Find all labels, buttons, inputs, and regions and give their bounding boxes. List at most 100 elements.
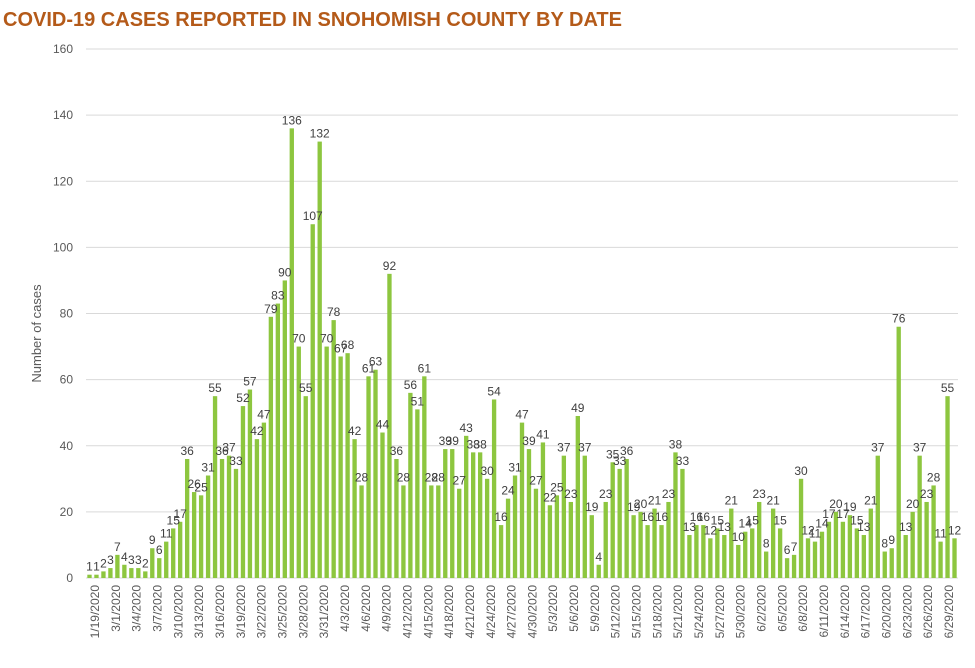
bar — [708, 538, 713, 578]
bar — [917, 455, 922, 578]
bar — [554, 495, 560, 578]
bar-value-label: 33 — [229, 454, 243, 468]
bar-value-label: 28 — [425, 470, 439, 484]
bar-value-label: 92 — [383, 259, 397, 273]
bar-value-label: 36 — [180, 444, 194, 458]
bar — [889, 548, 894, 578]
bar — [512, 475, 518, 578]
bar-value-label: 13 — [899, 520, 913, 534]
x-tick-label: 6/17/2020 — [859, 585, 873, 639]
x-tick-label: 5/6/2020 — [567, 585, 581, 632]
bar — [324, 346, 329, 578]
bar — [233, 468, 239, 578]
x-tick-label: 5/12/2020 — [609, 585, 623, 639]
bar-value-label: 42 — [348, 424, 362, 438]
x-tick-label: 5/24/2020 — [692, 585, 706, 639]
x-tick-label: 4/12/2020 — [400, 585, 414, 639]
x-tick-label: 4/27/2020 — [505, 585, 519, 639]
bar-value-label: 2 — [142, 556, 149, 570]
bar — [191, 492, 197, 578]
bar-value-label: 51 — [411, 394, 425, 408]
bar — [282, 280, 287, 578]
bar-value-label: 12 — [704, 523, 718, 537]
bar-value-label: 38 — [473, 437, 487, 451]
bar-value-label: 7 — [114, 540, 121, 554]
bar-value-label: 63 — [369, 355, 383, 369]
bar — [652, 508, 657, 578]
bar — [505, 498, 511, 578]
chart-area: 0 20 40 60 80 100 120 140 160 1 1 2 3 7 4 3 3 2 9 6 11 15 17 3… — [0, 37, 975, 668]
bar-value-label: 19 — [843, 500, 857, 514]
bar-value-label: 3 — [135, 553, 142, 567]
bar-value-label: 25 — [550, 480, 564, 494]
bar-value-label: 23 — [920, 487, 934, 501]
bar-value-label: 31 — [508, 461, 522, 475]
bar-value-label: 107 — [303, 209, 323, 223]
bar-value-label: 35 — [606, 447, 620, 461]
bar-value-label: 83 — [271, 289, 285, 303]
x-tick-label: 6/20/2020 — [880, 585, 894, 639]
bar-value-label: 2 — [100, 556, 107, 570]
bar — [178, 521, 183, 578]
bar-value-label: 15 — [773, 513, 787, 527]
y-tick-label: 0 — [66, 571, 73, 585]
bar — [436, 485, 441, 578]
bar — [645, 525, 650, 578]
bar-value-label: 28 — [355, 470, 369, 484]
bar-value-label: 13 — [857, 520, 871, 534]
bar — [694, 525, 699, 578]
bar — [94, 574, 99, 578]
bar-value-label: 43 — [460, 421, 474, 435]
bar-value-label: 12 — [948, 523, 962, 537]
x-tick-label: 6/11/2020 — [817, 585, 831, 638]
bar — [373, 369, 378, 578]
bar — [812, 541, 818, 578]
x-tick-label: 3/7/2020 — [150, 585, 164, 632]
x-tick-label: 5/21/2020 — [671, 585, 685, 639]
bar — [415, 409, 420, 578]
bar — [366, 376, 371, 578]
bar — [150, 548, 155, 578]
x-tick-label: 3/31/2020 — [317, 585, 331, 639]
bar-value-label: 19 — [585, 500, 599, 514]
bar — [477, 452, 483, 578]
bar-value-label: 38 — [669, 437, 683, 451]
bar-value-label: 36 — [215, 444, 229, 458]
bar — [638, 511, 643, 579]
bar — [589, 515, 594, 578]
x-tick-label: 5/27/2020 — [713, 585, 727, 639]
bar — [764, 551, 769, 578]
bar-value-label: 25 — [194, 480, 208, 494]
bar — [617, 468, 622, 578]
bar-value-label: 61 — [362, 361, 376, 375]
bar — [603, 501, 608, 578]
x-tick-label: 6/23/2020 — [900, 585, 914, 639]
bar — [533, 488, 539, 578]
bar — [317, 141, 322, 578]
bar — [743, 531, 748, 578]
bar-value-label: 21 — [766, 494, 780, 508]
bar-value-label: 37 — [871, 441, 885, 455]
bar-value-label: 38 — [466, 437, 480, 451]
bar-value-label: 52 — [236, 391, 250, 405]
x-tick-label: 5/30/2020 — [734, 585, 748, 639]
bar-value-label: 26 — [187, 477, 201, 491]
bar-value-label: 30 — [480, 464, 494, 478]
bar-value-label: 37 — [557, 441, 571, 455]
y-tick-label: 120 — [53, 174, 73, 188]
bar-value-label: 24 — [501, 484, 515, 498]
x-tick-label: 4/9/2020 — [380, 585, 394, 632]
bar — [624, 458, 629, 578]
bar — [526, 449, 532, 578]
bar — [212, 396, 218, 578]
bar-value-label: 4 — [121, 550, 128, 564]
x-tick-label: 6/2/2020 — [755, 585, 769, 632]
x-tick-label: 6/8/2020 — [796, 585, 810, 632]
bar-value-label: 44 — [376, 418, 390, 432]
x-tick-label: 3/4/2020 — [130, 585, 144, 632]
y-axis-title: Number of cases — [29, 284, 44, 383]
bar-value-label: 23 — [662, 487, 676, 501]
bar-value-label: 16 — [690, 510, 704, 524]
bar — [164, 541, 169, 578]
bar-value-label: 17 — [822, 507, 836, 521]
